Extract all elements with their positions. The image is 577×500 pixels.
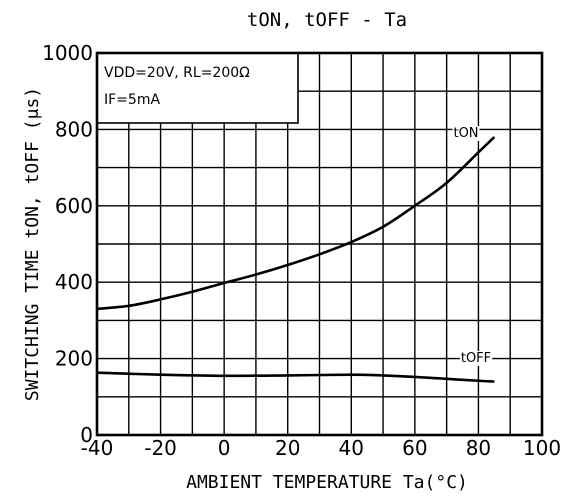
conditions-box-frame <box>96 52 299 124</box>
plot-frame <box>95 51 544 437</box>
x-tick-label: -40 <box>81 436 114 460</box>
conditions-line-2: IF=5mA <box>104 92 160 108</box>
x-axis-label: AMBIENT TEMPERATURE Ta(°C) <box>186 472 468 493</box>
y-tick-label: 0 <box>80 423 93 447</box>
y-tick-label: 400 <box>55 270 93 294</box>
y-tick-label: 600 <box>55 194 93 218</box>
chart-title: tON, tOFF - Ta <box>247 9 407 31</box>
series-line-toff <box>96 371 495 383</box>
y-tick-label: 800 <box>55 117 93 141</box>
conditions-box: VDD=20V, RL=200Ω IF=5mA <box>96 52 299 124</box>
y-tick-label: 1000 <box>42 41 93 65</box>
x-tick-label: 20 <box>275 436 300 460</box>
series-label-ton: tON <box>453 126 478 141</box>
x-tick-label: 100 <box>523 436 561 460</box>
x-tick-label: -20 <box>144 436 177 460</box>
conditions-line-1: VDD=20V, RL=200Ω <box>104 65 250 81</box>
series-label-background <box>452 126 480 141</box>
x-tick-label: 60 <box>402 436 427 460</box>
y-tick-label: 200 <box>55 347 93 371</box>
series-label-toff: tOFF <box>461 351 491 366</box>
series-label-background <box>459 351 493 366</box>
series-line-ton <box>96 136 496 311</box>
x-tick-label: 0 <box>218 436 231 460</box>
y-axis-label: SWITCHING TIME tON, tOFF (μs) <box>22 87 43 401</box>
x-tick-label: 40 <box>339 436 364 460</box>
x-tick-label: 80 <box>466 436 491 460</box>
